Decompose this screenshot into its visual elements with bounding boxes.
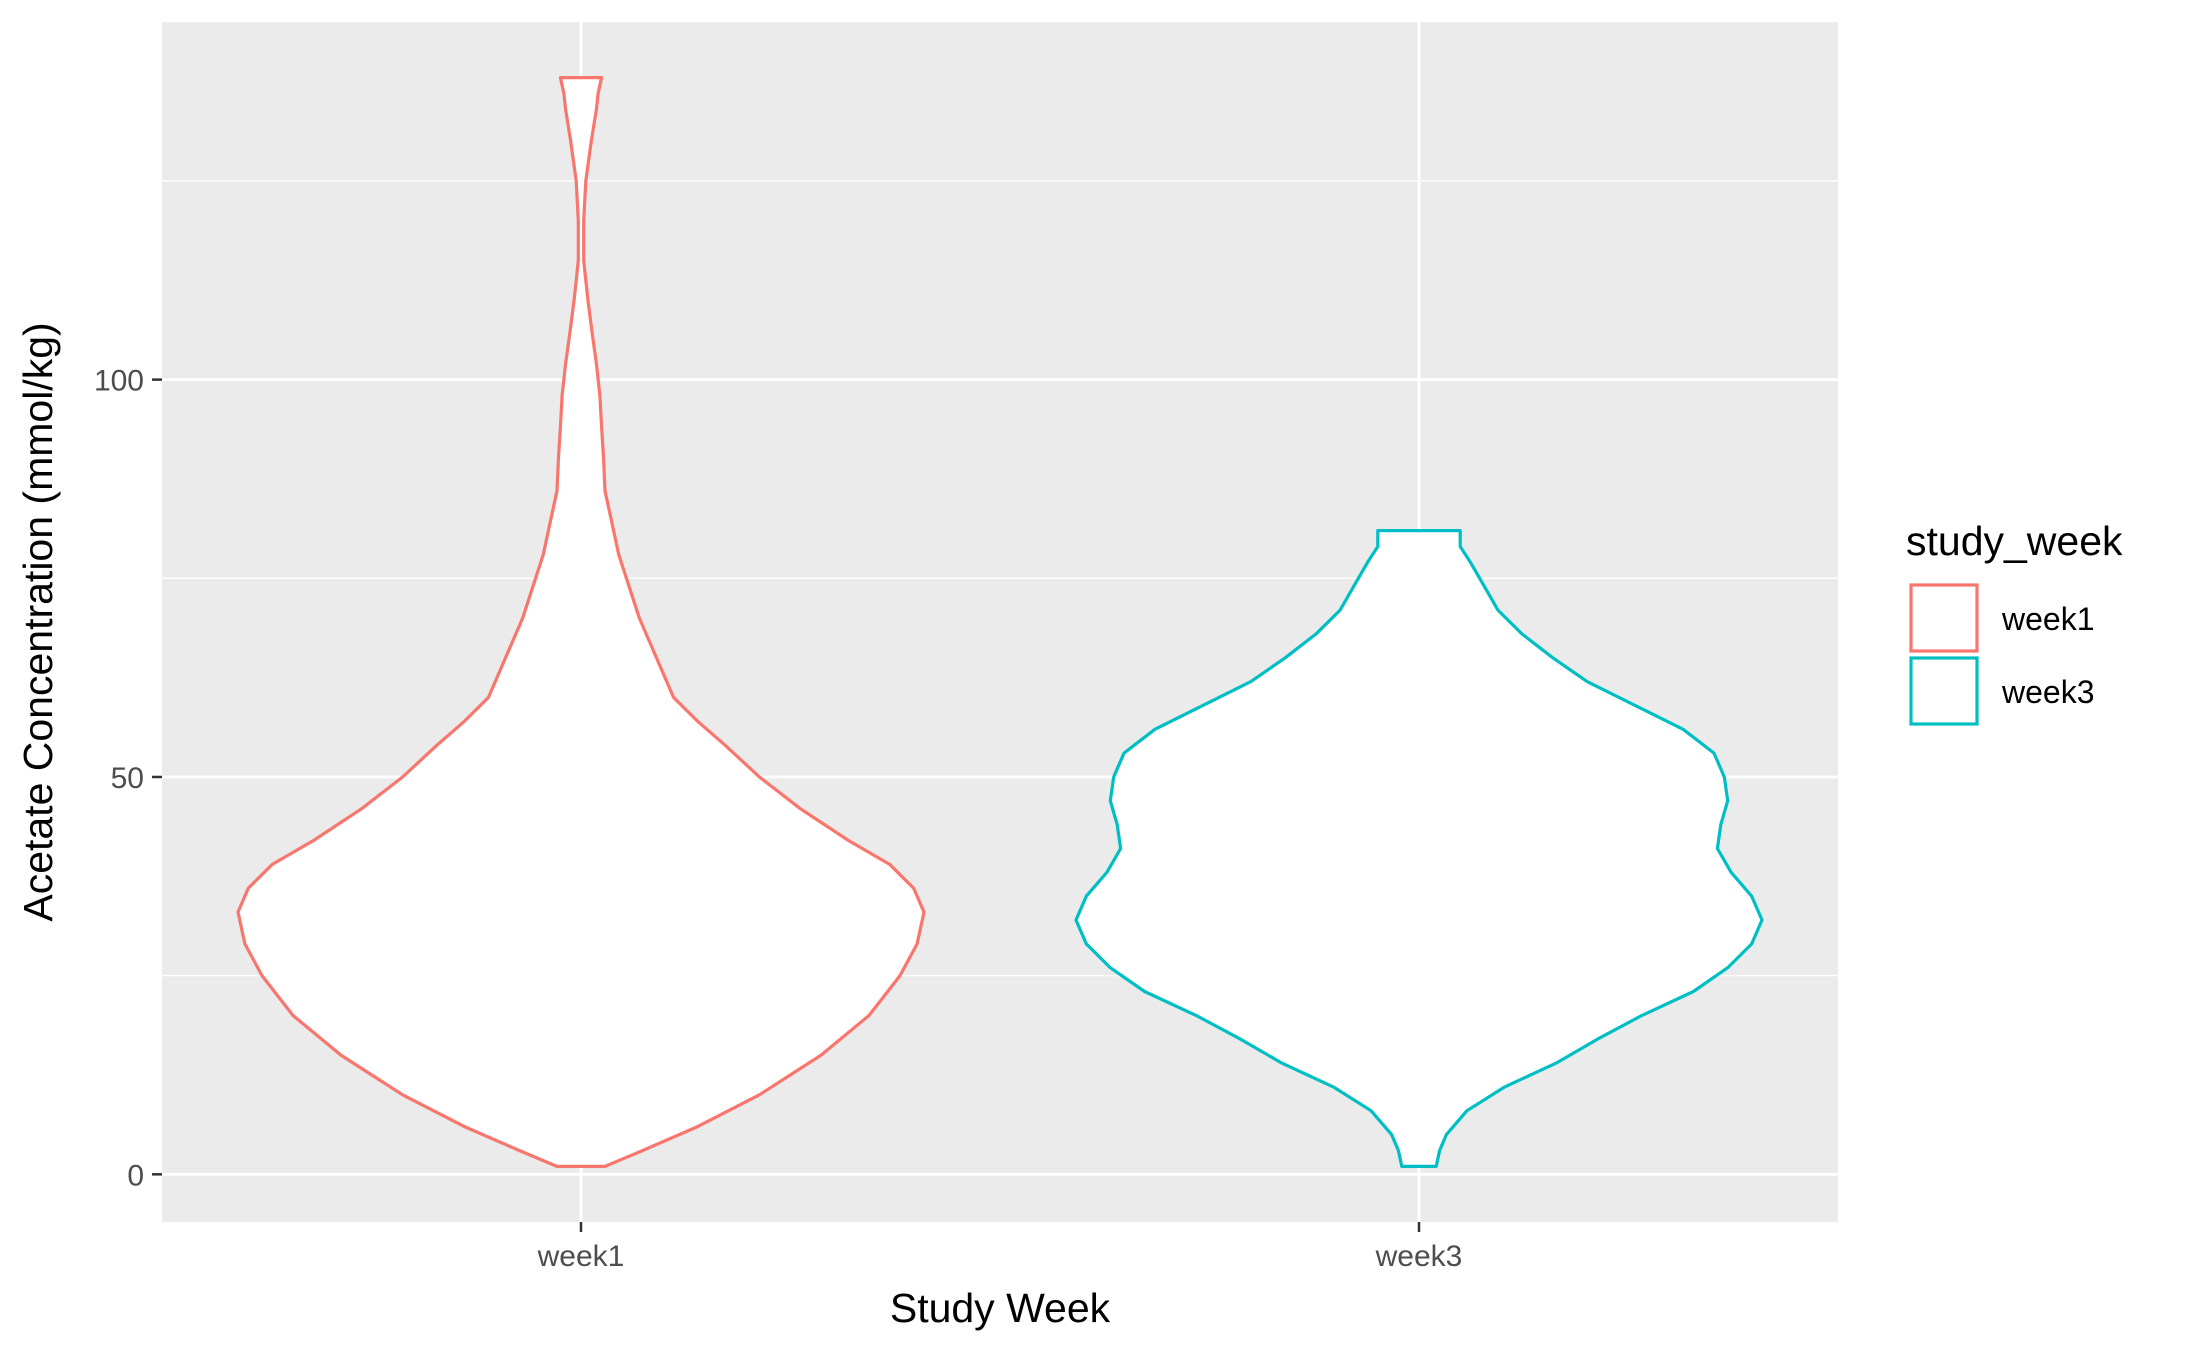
legend-key-week1 (1909, 583, 1979, 653)
violin-week1 (236, 76, 926, 1168)
x-axis: week1 week3 (537, 1222, 1463, 1273)
y-tick-label: 100 (94, 365, 144, 398)
y-axis-title: Acetate Concentration (mmol/kg) (15, 322, 61, 921)
y-tick-label: 0 (127, 1159, 144, 1192)
x-tick-label: week3 (1375, 1240, 1463, 1273)
violins (236, 76, 1764, 1168)
y-axis: 0 50 100 (94, 365, 162, 1192)
violin-week3 (1074, 529, 1764, 1168)
x-tick-label: week1 (537, 1240, 625, 1273)
legend-label-week3: week3 (2001, 674, 2095, 710)
legend-key-week3 (1909, 656, 1979, 726)
y-tick-label: 50 (111, 762, 144, 795)
legend-title: study_week (1906, 518, 2123, 564)
x-axis-title: Study Week (890, 1285, 1111, 1331)
legend-label-week1: week1 (2001, 601, 2095, 637)
legend: study_week week1 week3 (1906, 518, 2123, 726)
